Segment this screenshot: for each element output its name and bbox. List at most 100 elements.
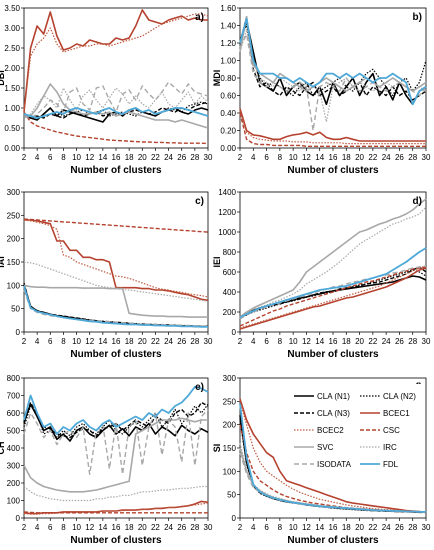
- x-tick-label: 8: [278, 337, 283, 346]
- y-tick-label: 1.00: [4, 104, 20, 113]
- x-tick-label: 28: [190, 523, 199, 532]
- x-tick-label: 30: [204, 337, 213, 346]
- x-tick-label: 12: [85, 523, 94, 532]
- series-line-bcec1: [239, 108, 426, 142]
- x-tick-label: 10: [289, 523, 298, 532]
- legend-item-csc: CSC: [360, 426, 400, 435]
- y-tick-label: 0.50: [4, 124, 20, 133]
- x-tick-label: 10: [72, 337, 81, 346]
- x-tick-label: 4: [35, 337, 40, 346]
- y-tick-label: 400: [223, 288, 237, 297]
- x-tick-label: 18: [342, 523, 351, 532]
- x-axis-label: Number of clusters: [287, 165, 379, 176]
- legend-background: [292, 384, 424, 472]
- y-tick-label: 2.50: [4, 44, 20, 53]
- x-tick-label: 12: [302, 523, 311, 532]
- x-tick-label: 22: [151, 153, 160, 162]
- y-tick-label: 600: [223, 268, 237, 277]
- series-line-irc: [23, 261, 209, 302]
- y-tick-label: 0.00: [4, 144, 20, 153]
- plot-frame: [23, 377, 209, 519]
- y-tick-label: 150: [7, 258, 21, 267]
- x-tick-label: 24: [164, 523, 173, 532]
- y-tick-label: 1400: [218, 188, 236, 197]
- x-tick-label: 26: [177, 337, 186, 346]
- y-tick-label: 250: [223, 397, 237, 406]
- y-tick-label: 0: [16, 514, 21, 523]
- y-tick-label: 500: [7, 427, 21, 436]
- legend-label: CLA (N1): [317, 392, 350, 401]
- x-tick-label: 4: [251, 523, 256, 532]
- y-tick-label: 1.60: [220, 4, 236, 13]
- x-axis-label: Number of clusters: [70, 535, 162, 546]
- x-tick-label: 28: [190, 337, 199, 346]
- x-tick-label: 28: [408, 523, 417, 532]
- legend-item-bcec1: BCEC1: [360, 409, 410, 418]
- series-line-fdl: [23, 107, 209, 119]
- series-line-isodata: [23, 81, 209, 119]
- legend-label: CLA (N3): [317, 409, 350, 418]
- y-axis-label: IEI: [212, 256, 222, 267]
- y-tick-label: 3.50: [4, 4, 20, 13]
- x-tick-label: 8: [61, 523, 66, 532]
- x-tick-label: 6: [48, 523, 53, 532]
- y-tick-label: 200: [223, 308, 237, 317]
- legend-item-irc: IRC: [360, 443, 397, 452]
- series-line-fdl: [239, 17, 427, 106]
- y-tick-label: 2.00: [4, 64, 20, 73]
- panel-label: a): [195, 12, 204, 23]
- x-tick-label: 14: [315, 337, 324, 346]
- y-tick-label: 150: [223, 444, 237, 453]
- y-tick-label: 3.00: [4, 24, 20, 33]
- x-tick-label: 30: [204, 523, 213, 532]
- series-line-irc: [23, 87, 209, 117]
- y-tick-label: 1000: [218, 228, 236, 237]
- series-line-svc: [23, 83, 209, 129]
- x-tick-label: 2: [22, 153, 27, 162]
- x-tick-label: 30: [422, 337, 431, 346]
- x-tick-label: 8: [278, 153, 283, 162]
- y-tick-label: 100: [7, 281, 21, 290]
- series-line-isodata: [239, 265, 427, 320]
- panel-label: e): [195, 382, 204, 393]
- x-tick-label: 18: [342, 337, 351, 346]
- x-tick-label: 14: [98, 153, 107, 162]
- y-tick-label: 300: [223, 374, 237, 383]
- series-line-bcec2: [239, 265, 427, 329]
- y-axis-label: MDI: [212, 70, 222, 87]
- series-line-svc: [239, 15, 427, 92]
- y-tick-label: 0: [232, 514, 237, 523]
- x-tick-label: 8: [61, 153, 66, 162]
- y-tick-label: 200: [7, 235, 21, 244]
- y-tick-label: 300: [7, 462, 21, 471]
- panel-label: d): [413, 196, 422, 207]
- x-tick-label: 28: [408, 337, 417, 346]
- x-tick-label: 2: [238, 337, 243, 346]
- x-tick-label: 28: [408, 153, 417, 162]
- x-tick-label: 16: [329, 153, 338, 162]
- x-tick-label: 4: [35, 523, 40, 532]
- x-tick-label: 22: [151, 337, 160, 346]
- x-tick-label: 20: [138, 523, 147, 532]
- x-tick-label: 4: [35, 153, 40, 162]
- series-line-fdl: [239, 403, 426, 513]
- y-tick-label: 700: [7, 392, 21, 401]
- x-tick-label: 12: [302, 153, 311, 162]
- x-tick-label: 22: [368, 153, 377, 162]
- x-axis-label: Number of clusters: [287, 349, 379, 360]
- y-tick-label: 50: [11, 305, 20, 314]
- plot-frame: [23, 191, 209, 333]
- y-tick-label: 1.50: [4, 84, 20, 93]
- x-tick-label: 14: [98, 523, 107, 532]
- series-line-irc: [239, 206, 427, 319]
- x-tick-label: 8: [278, 523, 283, 532]
- x-axis-label: Number of clusters: [287, 535, 379, 546]
- y-tick-label: 0.60: [220, 92, 236, 101]
- x-tick-label: 30: [204, 153, 213, 162]
- y-tick-label: 200: [7, 479, 21, 488]
- x-tick-label: 6: [48, 153, 53, 162]
- x-tick-label: 20: [138, 153, 147, 162]
- series-line-isodata: [23, 409, 209, 475]
- legend-label: CSC: [383, 426, 400, 435]
